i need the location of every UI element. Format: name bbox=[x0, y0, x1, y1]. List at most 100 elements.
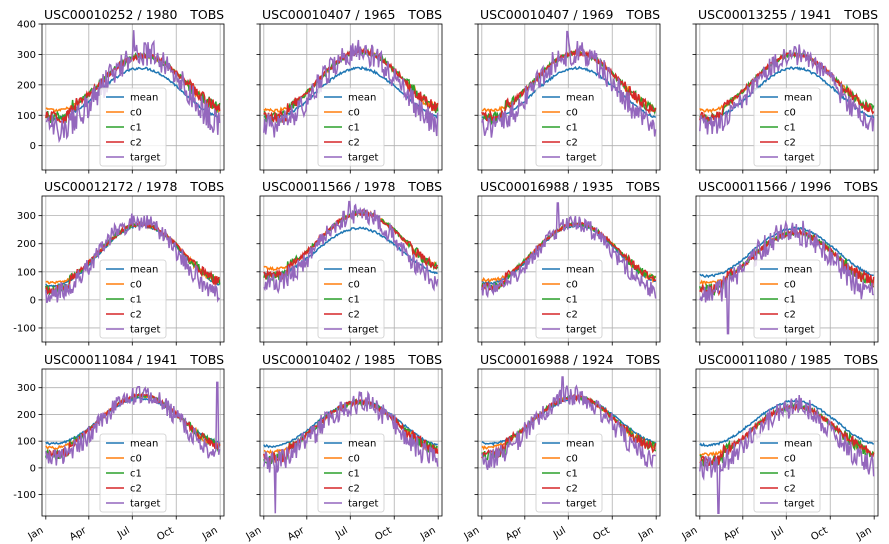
x-tick-label: Apr bbox=[68, 525, 89, 544]
legend-label-c2: c2 bbox=[348, 138, 360, 149]
subplot-9: USC00011084 / 1941 TOBS -100 0 100 200 300 Jan A… bbox=[13, 352, 225, 544]
legend-label-target: target bbox=[784, 499, 814, 510]
legend-box bbox=[535, 259, 603, 339]
subplot-title: USC00010402 / 1985 bbox=[262, 352, 395, 367]
subplot-1: USC00010252 / 1980 TOBS 0 100 200 300 400 mean c… bbox=[17, 7, 225, 174]
subplot-title: USC00010407 / 1969 bbox=[480, 7, 613, 22]
y-tick-label: 300 bbox=[17, 211, 36, 222]
legend-label-mean: mean bbox=[348, 439, 376, 450]
x-tick-label: Jul bbox=[333, 525, 350, 541]
legend: mean c0 c1 c2 target bbox=[99, 259, 167, 339]
legend: mean c0 c1 c2 target bbox=[753, 87, 821, 167]
legend: mean c0 c1 c2 target bbox=[317, 433, 385, 513]
series-c2 bbox=[263, 398, 439, 464]
legend-label-c2: c2 bbox=[348, 310, 360, 321]
subplot-variable: TOBS bbox=[407, 179, 442, 194]
legend-box bbox=[753, 87, 821, 167]
series-c2 bbox=[699, 51, 875, 125]
legend-label-c0: c0 bbox=[130, 108, 142, 119]
legend-label-c1: c1 bbox=[784, 295, 796, 306]
legend-label-c1: c1 bbox=[130, 123, 142, 134]
legend: mean c0 c1 c2 target bbox=[753, 259, 821, 339]
x-tick-label: Oct bbox=[155, 525, 176, 543]
legend-label-c0: c0 bbox=[784, 108, 796, 119]
series-target bbox=[699, 219, 875, 335]
x-tick-label: Apr bbox=[504, 525, 525, 544]
legend-label-mean: mean bbox=[130, 439, 158, 450]
series-target bbox=[45, 381, 221, 466]
legend: mean c0 c1 c2 target bbox=[317, 87, 385, 167]
legend-label-target: target bbox=[348, 153, 378, 164]
legend-label-mean: mean bbox=[130, 93, 158, 104]
legend-box bbox=[99, 259, 167, 339]
x-tick-label: Jan bbox=[26, 525, 46, 543]
axes-frame bbox=[695, 368, 879, 517]
y-tick-label: 400 bbox=[17, 20, 36, 31]
legend-box bbox=[535, 87, 603, 167]
legend-label-c2: c2 bbox=[566, 310, 578, 321]
legend-label-c2: c2 bbox=[784, 138, 796, 149]
legend-label-c1: c1 bbox=[348, 469, 360, 480]
legend-label-mean: mean bbox=[130, 265, 158, 276]
legend-label-mean: mean bbox=[348, 265, 376, 276]
subplot-title: USC00016988 / 1924 bbox=[480, 352, 613, 367]
axes-frame bbox=[477, 368, 661, 517]
series-target bbox=[481, 30, 657, 138]
subplot-title: USC00012172 / 1978 bbox=[44, 179, 177, 194]
x-tick-label: Jul bbox=[551, 525, 568, 541]
legend-box bbox=[317, 259, 385, 339]
y-tick-label: 0 bbox=[30, 463, 36, 474]
subplot-8: USC00011566 / 1996 TOBS mean c0 c1 c2 target bbox=[692, 179, 879, 346]
axes-frame bbox=[259, 195, 443, 343]
legend-box bbox=[99, 433, 167, 513]
y-tick-label: 200 bbox=[17, 80, 36, 91]
legend-label-target: target bbox=[130, 153, 160, 164]
axes-frame bbox=[259, 23, 443, 171]
legend: mean c0 c1 c2 target bbox=[535, 87, 603, 167]
x-tick-label: Apr bbox=[722, 525, 743, 544]
x-tick-label: Jan bbox=[244, 525, 264, 543]
y-tick-label: 0 bbox=[30, 295, 36, 306]
legend-label-c2: c2 bbox=[348, 484, 360, 495]
x-tick-label: Jan bbox=[854, 525, 874, 543]
subplot-variable: TOBS bbox=[625, 352, 660, 367]
x-tick-label: Jan bbox=[462, 525, 482, 543]
y-tick-label: 300 bbox=[17, 50, 36, 61]
legend: mean c0 c1 c2 target bbox=[535, 259, 603, 339]
series-mean bbox=[699, 66, 875, 120]
subplot-10: USC00010402 / 1985 TOBS Jan Apr Jul Oct Jan mea… bbox=[244, 352, 443, 543]
legend-label-target: target bbox=[784, 325, 814, 336]
legend-box bbox=[535, 433, 603, 513]
legend-box bbox=[99, 87, 167, 167]
x-tick-label: Oct bbox=[591, 525, 612, 543]
subplot-title: USC00011084 / 1941 bbox=[44, 352, 177, 367]
x-tick-label: Jan bbox=[200, 525, 220, 543]
x-tick-label: Jan bbox=[418, 525, 438, 543]
legend-label-c1: c1 bbox=[566, 123, 578, 134]
y-tick-label: -100 bbox=[13, 323, 36, 334]
axes-frame bbox=[259, 368, 443, 517]
y-tick-label: -100 bbox=[13, 490, 36, 501]
legend-label-target: target bbox=[784, 153, 814, 164]
subplot-title: USC00011080 / 1985 bbox=[698, 352, 831, 367]
series-target bbox=[263, 200, 439, 295]
subplot-5: USC00012172 / 1978 TOBS -100 0 100 200 300 mean… bbox=[13, 179, 225, 346]
x-tick-label: Jul bbox=[769, 525, 786, 541]
legend-label-c0: c0 bbox=[130, 280, 142, 291]
legend-label-c1: c1 bbox=[566, 469, 578, 480]
legend-box bbox=[317, 87, 385, 167]
subplot-variable: TOBS bbox=[625, 7, 660, 22]
legend-label-c1: c1 bbox=[348, 123, 360, 134]
subplot-variable: TOBS bbox=[189, 352, 224, 367]
series-target bbox=[45, 213, 221, 304]
subplot-title: USC00011566 / 1996 bbox=[698, 179, 831, 194]
subplot-variable: TOBS bbox=[189, 7, 224, 22]
legend-label-mean: mean bbox=[566, 93, 594, 104]
axes-frame bbox=[695, 195, 879, 343]
legend-label-target: target bbox=[566, 499, 596, 510]
legend-label-c1: c1 bbox=[784, 123, 796, 134]
legend-label-c1: c1 bbox=[566, 295, 578, 306]
series-target bbox=[481, 376, 656, 471]
subplot-variable: TOBS bbox=[407, 352, 442, 367]
